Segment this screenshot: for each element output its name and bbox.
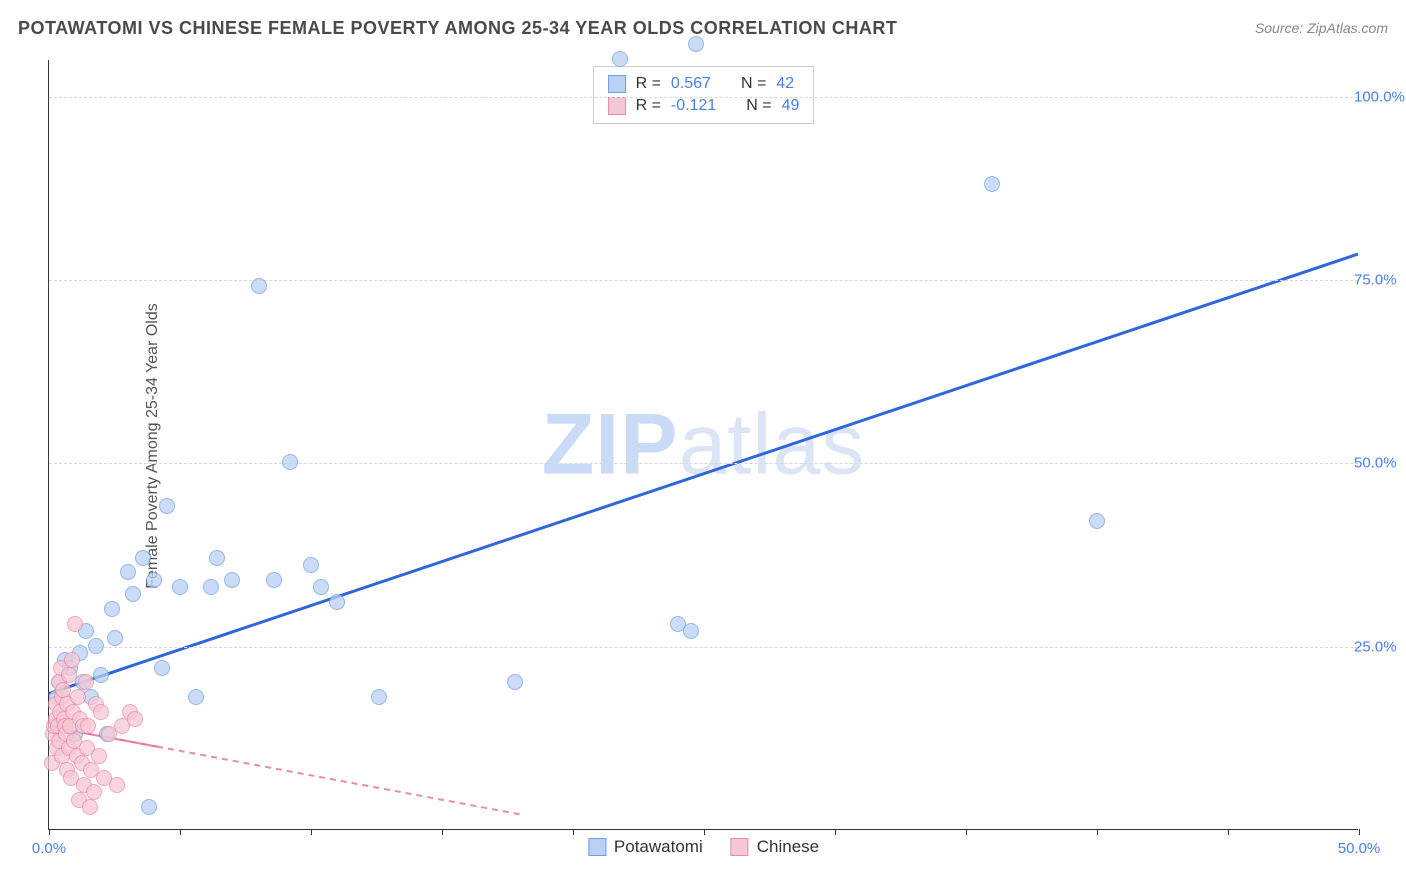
n-label: N = (741, 75, 766, 93)
data-point (91, 748, 107, 764)
watermark: ZIPatlas (542, 395, 865, 494)
x-tick (966, 829, 967, 835)
data-point (86, 784, 102, 800)
data-point (188, 689, 204, 705)
n-label: N = (746, 97, 771, 115)
data-point (78, 674, 94, 690)
legend-swatch (588, 838, 606, 856)
r-value: -0.121 (671, 97, 716, 115)
data-point (266, 572, 282, 588)
data-point (135, 550, 151, 566)
data-point (159, 498, 175, 514)
source-attribution: Source: ZipAtlas.com (1255, 20, 1388, 36)
gridline (49, 463, 1358, 464)
data-point (61, 667, 77, 683)
data-point (67, 616, 83, 632)
data-point (141, 799, 157, 815)
data-point (80, 718, 96, 734)
x-tick (49, 829, 50, 835)
gridline (49, 97, 1358, 98)
data-point (688, 36, 704, 52)
r-label: R = (636, 97, 661, 115)
data-point (984, 176, 1000, 192)
data-point (209, 550, 225, 566)
legend-swatch (731, 838, 749, 856)
data-point (82, 799, 98, 815)
gridline (49, 280, 1358, 281)
data-point (1089, 513, 1105, 529)
data-point (127, 711, 143, 727)
trend-lines (49, 60, 1358, 829)
data-point (107, 630, 123, 646)
data-point (224, 572, 240, 588)
legend-swatch (608, 75, 626, 93)
x-tick (442, 829, 443, 835)
correlation-legend: R = 0.567 N = 42 R = -0.121 N = 49 (593, 66, 815, 124)
x-tick (1228, 829, 1229, 835)
legend-item: Potawatomi (588, 837, 703, 857)
data-point (93, 704, 109, 720)
data-point (507, 674, 523, 690)
data-point (93, 667, 109, 683)
legend-label: Chinese (757, 837, 819, 857)
y-tick-label: 75.0% (1354, 272, 1406, 289)
chart-title: POTAWATOMI VS CHINESE FEMALE POVERTY AMO… (18, 18, 897, 39)
n-value: 42 (776, 75, 794, 93)
data-point (313, 579, 329, 595)
legend-label: Potawatomi (614, 837, 703, 857)
data-point (282, 454, 298, 470)
data-point (612, 51, 628, 67)
data-point (109, 777, 125, 793)
legend-row: R = 0.567 N = 42 (608, 73, 800, 95)
x-tick (704, 829, 705, 835)
legend-item: Chinese (731, 837, 819, 857)
data-point (203, 579, 219, 595)
data-point (329, 594, 345, 610)
x-tick-label: 0.0% (32, 840, 66, 857)
x-tick (835, 829, 836, 835)
data-point (251, 278, 267, 294)
legend-swatch (608, 97, 626, 115)
legend-row: R = -0.121 N = 49 (608, 95, 800, 117)
r-value: 0.567 (671, 75, 711, 93)
r-label: R = (636, 75, 661, 93)
data-point (120, 564, 136, 580)
data-point (104, 601, 120, 617)
x-tick (311, 829, 312, 835)
gridline (49, 647, 1358, 648)
data-point (371, 689, 387, 705)
series-legend: Potawatomi Chinese (588, 837, 819, 857)
data-point (64, 652, 80, 668)
x-tick (573, 829, 574, 835)
data-point (303, 557, 319, 573)
x-tick (180, 829, 181, 835)
n-value: 49 (782, 97, 800, 115)
y-tick-label: 100.0% (1354, 88, 1406, 105)
data-point (154, 660, 170, 676)
x-tick (1097, 829, 1098, 835)
data-point (146, 572, 162, 588)
y-tick-label: 25.0% (1354, 638, 1406, 655)
data-point (70, 689, 86, 705)
y-tick-label: 50.0% (1354, 455, 1406, 472)
x-tick-label: 50.0% (1338, 840, 1381, 857)
plot-area: ZIPatlas R =0.567N =42R =-0.121N =49 Pot… (48, 60, 1358, 830)
data-point (125, 586, 141, 602)
x-tick (1359, 829, 1360, 835)
chart-container: POTAWATOMI VS CHINESE FEMALE POVERTY AMO… (0, 0, 1406, 892)
data-point (683, 623, 699, 639)
data-point (88, 638, 104, 654)
data-point (172, 579, 188, 595)
